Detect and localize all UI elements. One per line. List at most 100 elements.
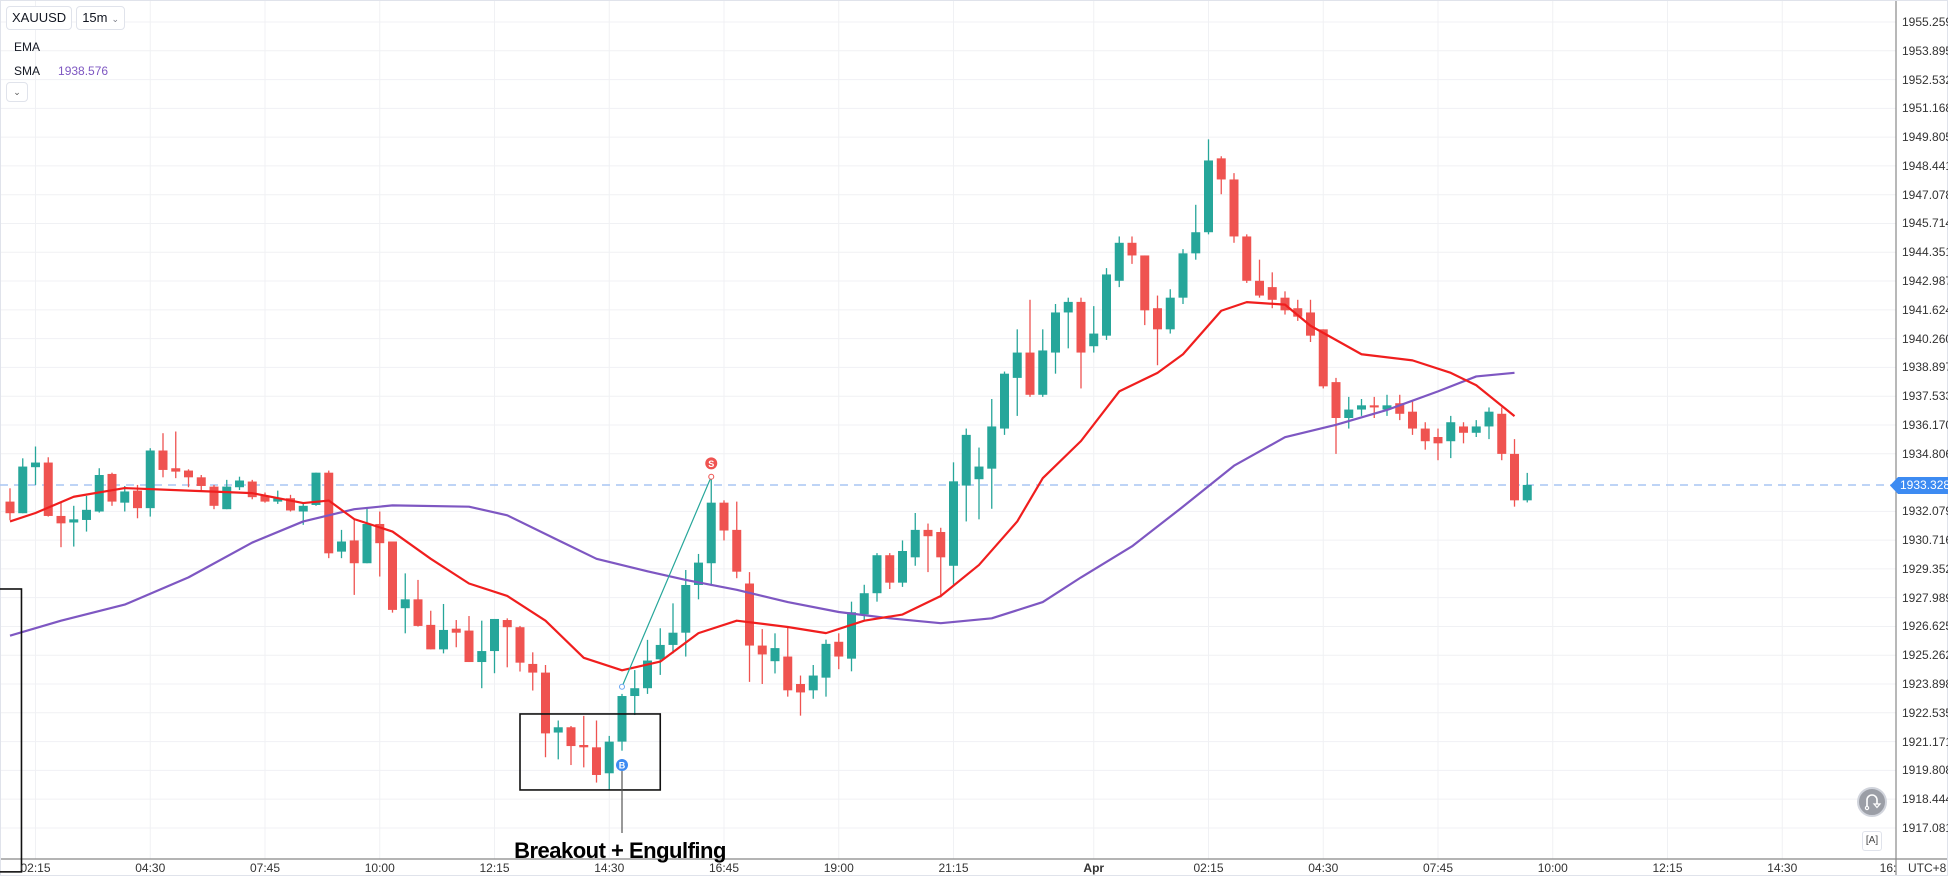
candle-up (1471, 426, 1481, 433)
candle-down (566, 727, 576, 747)
candle-up (1344, 409, 1354, 419)
candle-up (706, 502, 716, 564)
candle-down (1331, 382, 1341, 419)
candle-up (821, 643, 831, 678)
candle-down (732, 529, 742, 572)
interval-selector[interactable]: 15m ⌄ (76, 6, 126, 30)
candle-down (324, 472, 334, 554)
left-rectangle (0, 588, 23, 873)
candle-down (464, 630, 474, 663)
candle-up (987, 426, 997, 469)
candle-up (477, 651, 487, 663)
price-label: 1953.895 (1902, 43, 1948, 58)
candle-down (1229, 179, 1239, 237)
time-label: 12:15 (479, 861, 510, 875)
candle-up (18, 466, 28, 514)
candle-up (337, 541, 346, 552)
candle-up (69, 519, 79, 523)
candle-down (43, 462, 53, 516)
price-label: 1922.535 (1902, 705, 1948, 720)
candle-down (1459, 426, 1468, 433)
candle-up (1089, 333, 1099, 347)
candle-down (413, 599, 423, 626)
candle-down (885, 555, 895, 583)
candle-down (1293, 308, 1303, 317)
candle-down (783, 656, 793, 691)
candle-up (1446, 422, 1456, 442)
candle-down (133, 490, 142, 509)
candle-down (349, 540, 359, 564)
price-label: 1937.533 (1902, 389, 1948, 404)
price-label: 1945.714 (1902, 216, 1948, 231)
sell-marker-label: S (708, 459, 714, 469)
price-label: 1944.351 (1902, 245, 1948, 260)
candle-down (502, 620, 512, 628)
symbol-selector[interactable]: XAUUSD (6, 6, 73, 30)
candle-up (298, 505, 308, 512)
candle-up (400, 599, 410, 609)
chevron-down-icon: ⌄ (13, 87, 21, 97)
time-label: 16: (1879, 861, 1897, 875)
ema-line (9, 301, 1516, 672)
candle-down (1153, 308, 1162, 330)
candle-down (936, 531, 946, 558)
price-label: 1919.808 (1902, 763, 1948, 778)
candle-down (375, 523, 385, 544)
indicator-sma[interactable]: SMA 1938.576 (14, 64, 125, 78)
candle-down (1433, 437, 1443, 444)
candle-down (1408, 411, 1417, 429)
price-label: 1952.532 (1902, 72, 1948, 87)
price-label: 1932.079 (1902, 504, 1948, 519)
candle-up (1191, 232, 1201, 254)
indicator-name: SMA (14, 64, 41, 78)
buy-marker (616, 759, 628, 772)
candle-up (655, 644, 665, 660)
candle-down (5, 501, 15, 514)
interval-label: 15m (82, 10, 108, 25)
candle-up (643, 660, 652, 689)
price-label: 1929.352 (1902, 561, 1948, 576)
undo-arrow-icon (1864, 794, 1882, 811)
candle-down (579, 744, 589, 748)
candle-up (617, 696, 627, 742)
timezone-label[interactable]: UTC+8 (1908, 861, 1947, 875)
candle-down (184, 470, 193, 478)
price-label: 1918.444 (1902, 792, 1948, 807)
sma-line (9, 371, 1515, 637)
indicator-name: EMA (14, 40, 41, 54)
time-label: 02:15 (20, 861, 51, 875)
trend-line (621, 476, 712, 687)
candle-up (694, 562, 703, 585)
time-label: 02:15 (1193, 861, 1224, 875)
candle-up (1522, 484, 1532, 501)
chart-legend: XAUUSD 15m ⌄ EMA SMA 1938.576 (6, 6, 126, 78)
price-label: 1949.805 (1902, 130, 1948, 145)
sell-marker (705, 457, 718, 470)
auto-scale-button[interactable]: [A] (1862, 831, 1882, 851)
price-label: 1951.168 (1902, 101, 1948, 116)
candle-up (1102, 274, 1111, 336)
candle-down (1306, 312, 1315, 336)
candle-down (1369, 405, 1379, 408)
candle-up (604, 741, 614, 774)
indicator-ema[interactable]: EMA (14, 40, 125, 54)
price-label: 1941.624 (1902, 302, 1948, 317)
candle-up (235, 480, 244, 488)
candle-up (1178, 253, 1188, 298)
candle-up (961, 434, 971, 486)
replay-button[interactable] (1857, 787, 1887, 817)
price-label: 1930.716 (1902, 533, 1948, 548)
collapse-legend-button[interactable]: ⌄ (6, 82, 28, 102)
candle-down (1510, 453, 1519, 501)
candle-down (56, 515, 66, 524)
last-price-tag: 1933.328 (1890, 477, 1948, 494)
candle-down (515, 627, 525, 663)
candle-down (196, 477, 206, 486)
candle-down (1076, 301, 1086, 353)
price-label: 1917.081 (1902, 820, 1948, 835)
candle-down (1140, 255, 1150, 311)
candle-down (451, 628, 461, 633)
price-label: 1940.260 (1902, 331, 1948, 346)
candle-down (1025, 352, 1035, 395)
